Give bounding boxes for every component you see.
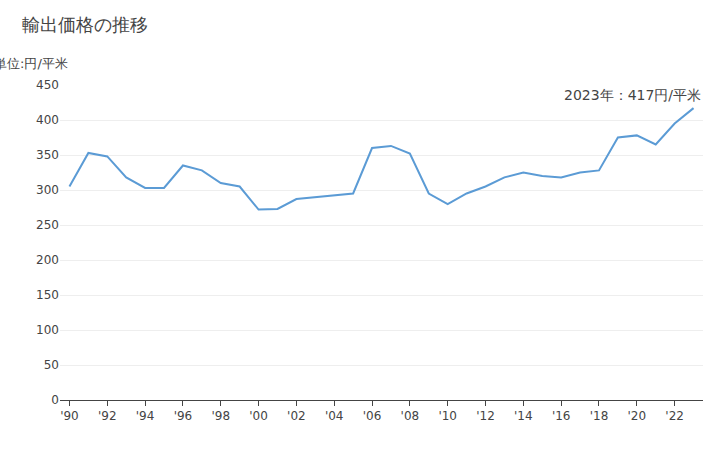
- svg-text:'92: '92: [98, 409, 117, 423]
- svg-text:'18: '18: [590, 409, 609, 423]
- svg-text:0: 0: [51, 393, 59, 407]
- svg-text:'10: '10: [438, 409, 457, 423]
- svg-text:'94: '94: [136, 409, 155, 423]
- svg-text:輸出価格の推移: 輸出価格の推移: [22, 14, 148, 35]
- svg-text:'20: '20: [628, 409, 647, 423]
- svg-text:250: 250: [36, 218, 59, 232]
- svg-text:200: 200: [36, 253, 59, 267]
- svg-text:50: 50: [44, 358, 59, 372]
- svg-text:'90: '90: [60, 409, 79, 423]
- svg-text:'98: '98: [211, 409, 230, 423]
- svg-text:300: 300: [36, 183, 59, 197]
- svg-text:'14: '14: [514, 409, 533, 423]
- svg-text:'08: '08: [401, 409, 420, 423]
- svg-text:単位:円/平米: 単位:円/平米: [0, 56, 68, 71]
- svg-text:350: 350: [36, 148, 59, 162]
- svg-text:2023年：417円/平米: 2023年：417円/平米: [564, 87, 701, 103]
- svg-text:'12: '12: [476, 409, 495, 423]
- svg-text:'16: '16: [552, 409, 571, 423]
- svg-text:'96: '96: [174, 409, 193, 423]
- svg-text:100: 100: [36, 323, 59, 337]
- svg-text:'00: '00: [249, 409, 268, 423]
- svg-text:150: 150: [36, 288, 59, 302]
- svg-text:'02: '02: [287, 409, 306, 423]
- svg-text:'22: '22: [665, 409, 684, 423]
- svg-text:400: 400: [36, 113, 59, 127]
- svg-text:'06: '06: [363, 409, 382, 423]
- svg-text:'04: '04: [325, 409, 344, 423]
- svg-text:450: 450: [36, 78, 59, 92]
